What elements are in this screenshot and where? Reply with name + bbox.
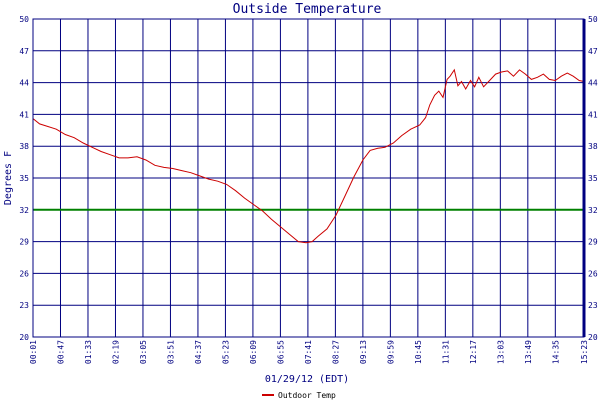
y-tick-label-right: 35 xyxy=(588,174,598,183)
y-tick-label-left: 41 xyxy=(19,110,29,119)
y-tick-label-right: 26 xyxy=(588,269,598,278)
y-tick-label-left: 32 xyxy=(19,206,29,215)
x-tick-label: 03:51 xyxy=(166,340,175,364)
x-tick-label: 14:35 xyxy=(551,340,560,364)
x-tick-label: 08:27 xyxy=(331,340,340,364)
x-axis-label: 01/29/12 (EDT) xyxy=(265,374,349,385)
x-tick-label: 09:13 xyxy=(359,340,368,364)
y-tick-label-right: 20 xyxy=(588,333,598,342)
y-tick-label-left: 29 xyxy=(19,238,29,247)
x-tick-label: 00:47 xyxy=(56,340,65,364)
y-tick-label-left: 35 xyxy=(19,174,29,183)
x-tick-label: 00:01 xyxy=(29,340,38,364)
chart-title: Outside Temperature xyxy=(233,2,382,17)
y-tick-label-right: 47 xyxy=(588,47,598,56)
y-tick-label-right: 32 xyxy=(588,206,598,215)
x-tick-label: 02:19 xyxy=(111,340,120,364)
y-tick-label-left: 23 xyxy=(19,301,29,310)
x-tick-label: 03:05 xyxy=(139,340,148,364)
x-tick-label: 05:23 xyxy=(221,340,230,364)
y-tick-label-left: 38 xyxy=(19,142,29,151)
y-tick-label-right: 41 xyxy=(588,110,598,119)
y-tick-label-right: 38 xyxy=(588,142,598,151)
y-axis-label: Degrees F xyxy=(3,151,14,205)
x-tick-label: 11:31 xyxy=(441,340,450,364)
y-tick-label-left: 20 xyxy=(19,333,29,342)
x-tick-label: 01:33 xyxy=(84,340,93,364)
legend-label-outdoor-temp: Outdoor Temp xyxy=(278,391,336,400)
y-tick-label-right: 23 xyxy=(588,301,598,310)
y-tick-label-right: 50 xyxy=(588,15,598,24)
x-tick-label: 06:55 xyxy=(276,340,285,364)
legend: Outdoor Temp xyxy=(262,391,336,400)
y-tick-labels-right: 20 23 26 29 32 35 38 41 44 47 50 xyxy=(588,15,598,342)
y-tick-label-left: 26 xyxy=(19,269,29,278)
y-tick-labels-left: 20 23 26 29 32 35 38 41 44 47 50 xyxy=(19,15,29,342)
x-tick-label: 15:23 xyxy=(580,340,589,364)
x-tick-label: 10:45 xyxy=(414,340,423,364)
series-line-outdoor-temp xyxy=(32,68,585,244)
y-tick-label-right: 29 xyxy=(588,238,598,247)
x-tick-label: 06:09 xyxy=(249,340,258,364)
x-tick-label: 07:41 xyxy=(304,340,313,364)
y-tick-label-left: 47 xyxy=(19,47,29,56)
x-tick-label: 12:17 xyxy=(469,340,478,364)
x-tick-label: 13:49 xyxy=(524,340,533,364)
x-tick-label: 13:03 xyxy=(496,340,505,364)
grid xyxy=(32,18,585,338)
y-tick-label-left: 50 xyxy=(19,15,29,24)
y-tick-label-left: 44 xyxy=(19,79,29,88)
series-layer xyxy=(32,68,585,244)
x-tick-labels: 00:01 00:47 01:33 02:19 03:05 03:51 04:37 05:23… xyxy=(29,340,589,364)
y-tick-label-right: 44 xyxy=(588,79,598,88)
x-tick-label: 09:59 xyxy=(386,340,395,364)
x-tick-label: 04:37 xyxy=(194,340,203,364)
